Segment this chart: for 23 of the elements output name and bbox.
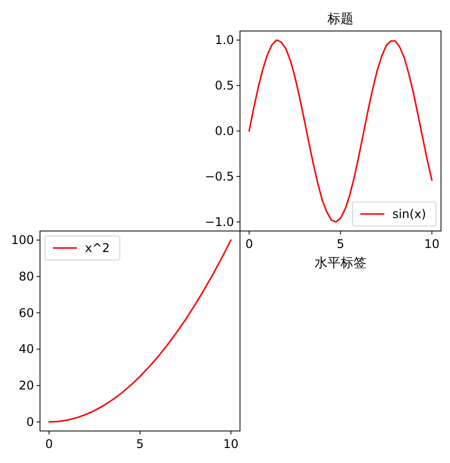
y-tick-label: 1.0 (214, 33, 234, 48)
y-tick-label: −0.5 (204, 169, 234, 184)
x-tick-label: 10 (223, 437, 239, 451)
line-series (248, 39, 433, 223)
line-series (48, 239, 232, 423)
y-tick-label: 0 (26, 414, 34, 429)
y-tick-label: 0.0 (214, 124, 234, 138)
x-tick-label: 0 (245, 237, 253, 251)
legend-label: sin(x) (392, 207, 426, 221)
x-tick-label: 5 (336, 237, 344, 251)
x-tick-label: 0 (45, 437, 53, 451)
x-tick-label: 10 (424, 237, 440, 251)
y-tick-label: 40 (18, 342, 34, 356)
x-axis-title: 水平标签 (314, 256, 366, 271)
y-tick-label: 100 (11, 233, 34, 248)
y-tick-label: 0.5 (214, 78, 234, 93)
chart-title: 标题 (326, 12, 354, 27)
y-tick-label: 60 (18, 306, 34, 320)
y-tick-label: 80 (18, 269, 34, 284)
y-tick-label: −1.0 (204, 214, 234, 229)
x-tick-label: 5 (136, 437, 144, 451)
y-tick-label: 20 (18, 378, 34, 393)
legend-label: x^2 (85, 241, 110, 255)
